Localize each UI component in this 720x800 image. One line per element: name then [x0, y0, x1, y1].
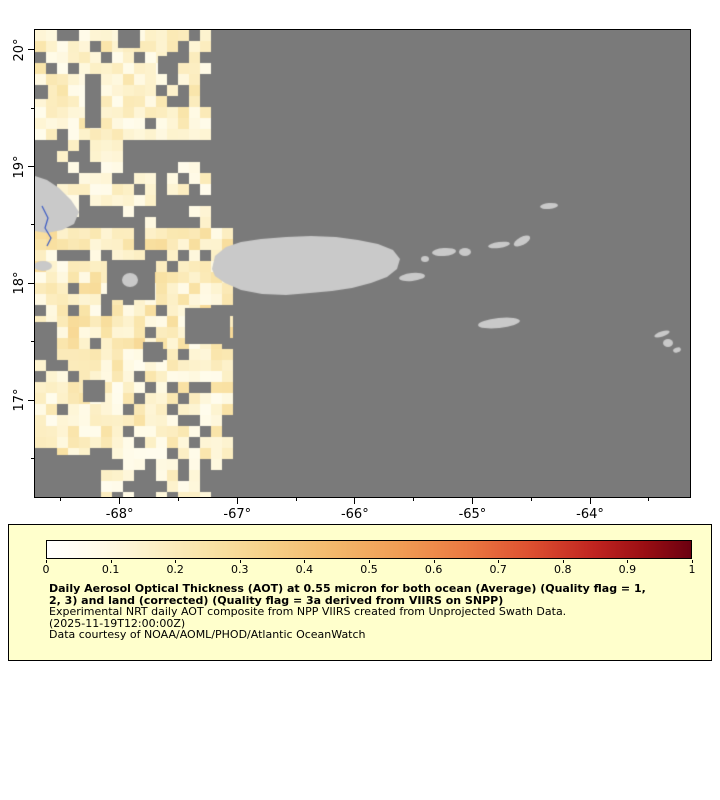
colorbar-gradient	[46, 540, 692, 559]
colorbar-tick	[175, 560, 177, 563]
colorbar-tick-label: 1	[688, 563, 696, 576]
longitude-major-tick	[354, 498, 356, 504]
latitude-major-tick	[28, 282, 34, 284]
legend-timestamp: (2025-11-19T12:00:00Z)	[49, 616, 186, 630]
colorbar-tick	[562, 560, 564, 563]
colorbar-tick	[46, 560, 47, 563]
latitude-major-tick	[28, 166, 34, 168]
longitude-tick-label: -64°	[576, 507, 604, 522]
longitude-minor-tick	[530, 498, 532, 501]
colorbar-tick-label: 0.4	[295, 563, 314, 576]
colorbar-tick-label: 0.6	[424, 563, 443, 576]
latitude-tick-label: 19°	[12, 155, 27, 179]
longitude-minor-tick	[295, 498, 297, 501]
longitude-tick-label: -66°	[340, 507, 369, 522]
latitude-tick-label: 17°	[12, 388, 27, 412]
latitude-minor-tick	[31, 224, 34, 226]
legend-title-line-2: 2, 3) and land (corrected) (Quality flag…	[49, 593, 504, 607]
latitude-major-tick	[28, 399, 34, 401]
latitude-minor-tick	[31, 457, 34, 459]
longitude-major-tick	[236, 498, 238, 504]
legend-text-block: Daily Aerosol Optical Thickness (AOT) at…	[49, 583, 699, 641]
colorbar-tick-label: 0.5	[360, 563, 378, 576]
colorbar-tick	[239, 560, 241, 563]
colorbar-tick	[110, 560, 112, 563]
latitude-tick-label: 20°	[12, 38, 27, 62]
colorbar-tick-label: 0.3	[231, 563, 249, 576]
colorbar-tick	[692, 560, 693, 563]
colorbar-tick-label: 0.2	[166, 563, 184, 576]
latitude-major-tick	[28, 49, 34, 51]
colorbar-tick	[304, 560, 306, 563]
colorbar-tick-label: 0.7	[489, 563, 507, 576]
map-plot-area: -68° -67° -66° -65° -64° 20° 19° 18° 17°	[12, 29, 691, 522]
aot-map-canvas	[35, 30, 690, 497]
legend-title-line-1: Daily Aerosol Optical Thickness (AOT) at…	[49, 582, 646, 595]
latitude-tick-label: 18°	[12, 271, 27, 295]
longitude-tick-label: -67°	[223, 507, 252, 522]
latitude-minor-tick	[31, 107, 34, 109]
longitude-minor-tick	[177, 498, 179, 501]
longitude-major-tick	[119, 498, 121, 504]
longitude-major-tick	[589, 498, 591, 504]
colorbar-tick-label: 0.1	[101, 563, 120, 576]
longitude-minor-tick	[413, 498, 415, 501]
latitude-minor-tick	[31, 341, 34, 343]
colorbar-tick-label: 0.9	[618, 563, 637, 576]
longitude-major-tick	[471, 498, 473, 504]
legend-description: Experimental NRT daily AOT composite fro…	[49, 605, 567, 619]
colorbar-tick	[433, 560, 435, 563]
longitude-minor-tick	[648, 498, 650, 501]
legend-credit: Data courtesy of NOAA/AOML/PHOD/Atlantic…	[49, 628, 366, 642]
longitude-tick-label: -65°	[458, 507, 487, 522]
colorbar-tick	[627, 560, 629, 563]
colorbar-tick-label: 0.8	[554, 563, 572, 576]
colorbar-scale: 0 0.1 0.2 0.3 0.4 0.5 0.6 0.7 0.8 0.9 1	[42, 560, 696, 578]
longitude-tick-label: -68°	[105, 507, 134, 522]
longitude-minor-tick	[60, 498, 62, 501]
colorbar-tick	[498, 560, 500, 563]
colorbar-tick	[369, 560, 370, 563]
colorbar-tick-label: 0	[42, 563, 50, 576]
legend-box: 0 0.1 0.2 0.3 0.4 0.5 0.6 0.7 0.8 0.9 1 Daily Aero…	[8, 524, 712, 661]
